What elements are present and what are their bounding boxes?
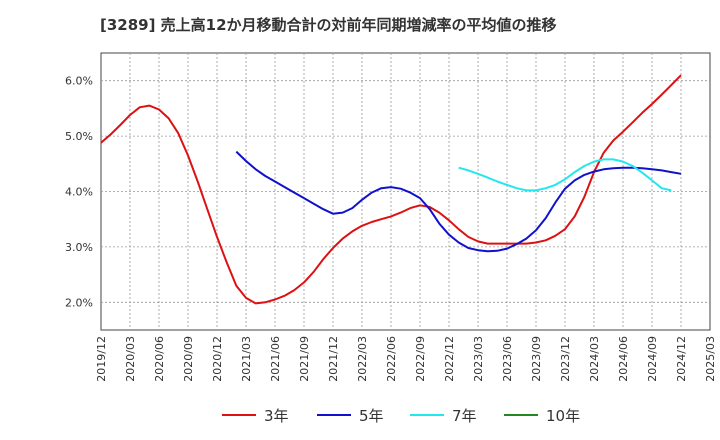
legend-swatch — [504, 414, 538, 416]
x-tick-label: 2020/12 — [211, 336, 224, 382]
series-line-5年 — [235, 150, 682, 253]
legend-item: 5年 — [317, 403, 384, 427]
x-tick-label: 2021/06 — [269, 336, 282, 382]
x-tick-label: 2024/09 — [646, 336, 659, 382]
x-tick-label: 2024/06 — [617, 336, 630, 382]
x-tick-label: 2025/03 — [704, 336, 717, 382]
legend-swatch — [317, 414, 351, 416]
x-tick-label: 2021/03 — [240, 336, 253, 382]
legend-item: 10年 — [504, 403, 580, 427]
y-tick-label: 3.0% — [65, 241, 93, 254]
series-line-7年 — [458, 158, 672, 192]
y-tick-label: 6.0% — [65, 75, 93, 88]
x-tick-label: 2021/09 — [298, 336, 311, 382]
x-tick-label: 2023/09 — [530, 336, 543, 382]
legend-label: 3年 — [264, 406, 289, 425]
x-tick-label: 2024/03 — [588, 336, 601, 382]
line-chart: 2.0% 3.0% 4.0% 5.0% 6.0% 2019/12 2020/03 2020/… — [65, 52, 717, 382]
legend-swatch — [222, 414, 256, 416]
y-tick-label: 5.0% — [65, 130, 93, 143]
legend-item: 7年 — [410, 403, 477, 427]
chart-title: [3289] 売上高12か月移動合計の対前年同期増減率の平均値の推移 — [100, 16, 557, 34]
legend-label: 7年 — [452, 406, 477, 425]
series-line-3年 — [100, 74, 682, 305]
legend-label: 10年 — [546, 406, 581, 425]
x-tick-label: 2021/12 — [327, 336, 340, 382]
y-tick-label: 4.0% — [65, 186, 93, 199]
x-tick-label: 2024/12 — [675, 336, 688, 382]
y-tick-label: 2.0% — [65, 296, 93, 309]
x-tick-label: 2023/12 — [559, 336, 572, 382]
x-tick-label: 2020/06 — [153, 336, 166, 382]
x-tick-label: 2023/06 — [501, 336, 514, 382]
legend-swatch — [410, 414, 444, 416]
x-tick-label: 2022/06 — [385, 336, 398, 382]
x-tick-label: 2020/03 — [124, 336, 137, 382]
legend-label: 5年 — [359, 406, 384, 425]
legend: 3年 5年 7年 10年 — [0, 403, 720, 427]
x-tick-label: 2022/03 — [356, 336, 369, 382]
x-tick-label: 2022/09 — [414, 336, 427, 382]
x-tick-label: 2023/03 — [472, 336, 485, 382]
legend-item: 3年 — [222, 403, 289, 427]
x-tick-label: 2019/12 — [95, 336, 108, 382]
x-tick-label: 2022/12 — [443, 336, 456, 382]
x-tick-label: 2020/09 — [182, 336, 195, 382]
